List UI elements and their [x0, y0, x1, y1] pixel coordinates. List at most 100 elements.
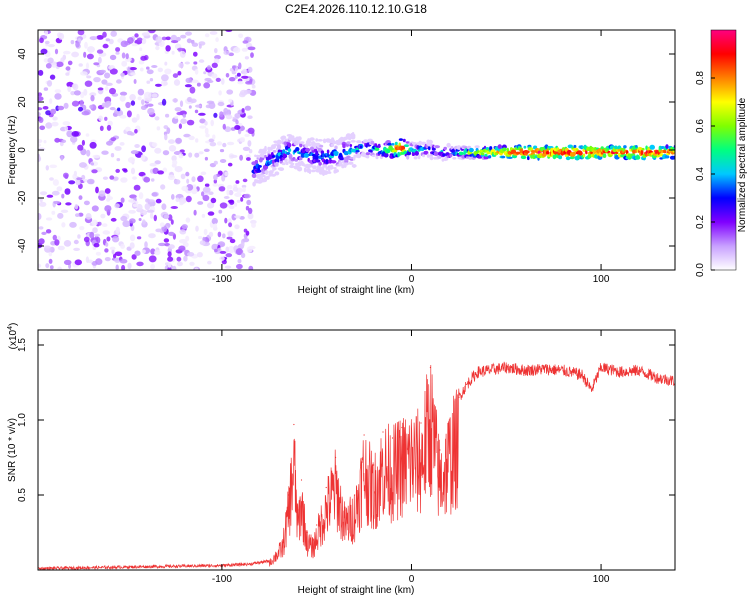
heatmap-cell: [217, 231, 222, 238]
snr-point: [306, 531, 308, 534]
heatmap-cell: [179, 50, 186, 58]
heatmap-cell: [89, 231, 95, 239]
snr-point: [581, 374, 583, 376]
heatmap-cell: [383, 152, 389, 158]
spectrogram-ticks: -100 0 100 -40 -20 0 20 40: [17, 30, 675, 285]
heatmap-cell: [50, 108, 57, 115]
heatmap-cell: [84, 41, 88, 49]
snr-point: [401, 426, 403, 429]
heatmap-cell: [185, 31, 192, 36]
heatmap-cell: [215, 77, 221, 82]
heatmap-cell: [140, 154, 146, 161]
heatmap-cell: [167, 262, 172, 268]
heatmap-cell: [39, 125, 46, 131]
heatmap-cell: [571, 151, 576, 157]
heatmap-cell: [346, 141, 351, 145]
heatmap-cell: [575, 148, 579, 151]
heatmap-cell: [234, 125, 241, 130]
snr-xlabel: Height of straight line (km): [298, 585, 415, 596]
heatmap-cell: [291, 162, 295, 166]
heatmap-cell: [173, 179, 181, 185]
snr-point: [600, 366, 602, 369]
heatmap-cell: [331, 160, 337, 164]
heatmap-cell: [138, 192, 144, 200]
heatmap-cell: [137, 37, 143, 42]
heatmap-cell: [121, 60, 128, 67]
heatmap-cell: [203, 228, 208, 236]
heatmap-cell: [213, 160, 218, 165]
snr-point: [325, 486, 327, 489]
heatmap-cell: [148, 255, 157, 263]
heatmap-cell: [278, 167, 285, 172]
heatmap-cell: [228, 205, 235, 210]
heatmap-cell: [74, 259, 83, 266]
heatmap-cell: [80, 71, 88, 76]
heatmap-cell: [136, 261, 144, 267]
heatmap-cell: [428, 146, 431, 151]
heatmap-cell: [38, 213, 42, 220]
heatmap-cell: [146, 209, 155, 213]
snr-point: [391, 437, 394, 439]
heatmap-cell: [343, 162, 349, 166]
heatmap-cell: [231, 70, 237, 75]
heatmap-cell: [237, 80, 244, 85]
heatmap-cell: [241, 108, 245, 113]
heatmap-cell: [207, 211, 215, 216]
heatmap-cell: [211, 62, 218, 68]
heatmap-cell: [196, 252, 203, 258]
heatmap-cell: [112, 236, 120, 243]
heatmap-cell: [214, 48, 218, 54]
heatmap-cell: [257, 167, 261, 171]
heatmap-cell: [251, 222, 256, 228]
heatmap-cell: [241, 75, 249, 79]
heatmap-cell: [404, 150, 407, 154]
heatmap-cell: [53, 200, 61, 205]
heatmap-cell: [210, 119, 214, 127]
heatmap-cell: [172, 265, 177, 270]
heatmap-cell: [287, 142, 292, 148]
heatmap-cell: [45, 263, 50, 269]
heatmap-cell: [476, 150, 480, 153]
heatmap-cell: [210, 197, 217, 204]
heatmap-cell: [166, 127, 171, 134]
heatmap-cell: [326, 153, 330, 157]
heatmap-cell: [155, 36, 163, 44]
heatmap-cell: [91, 205, 99, 212]
heatmap-cell: [227, 162, 233, 167]
heatmap-cell: [78, 106, 83, 112]
heatmap-cell: [250, 219, 257, 225]
heatmap-cell: [260, 174, 266, 178]
heatmap-cell: [51, 61, 57, 68]
heatmap-cell: [204, 156, 208, 161]
y-tick-label: 0: [17, 147, 28, 153]
heatmap-cell: [223, 107, 229, 114]
heatmap-cell: [138, 218, 142, 221]
heatmap-cell: [150, 248, 156, 255]
heatmap-cell: [130, 100, 136, 106]
heatmap-cell: [91, 169, 98, 174]
y-tick-label: 20: [17, 96, 28, 108]
heatmap-cell: [154, 160, 161, 165]
heatmap-cell: [239, 137, 245, 142]
heatmap-cell: [406, 154, 410, 160]
heatmap-cell: [174, 107, 182, 112]
heatmap-cell: [273, 140, 279, 144]
heatmap-cell: [209, 142, 217, 147]
heatmap-cell: [99, 125, 104, 131]
heatmap-cell: [170, 206, 178, 209]
heatmap-cell: [111, 249, 115, 255]
heatmap-cell: [190, 98, 197, 104]
heatmap-cell: [333, 167, 337, 170]
heatmap-cell: [229, 68, 234, 72]
heatmap-cell: [297, 166, 303, 172]
heatmap-cell: [45, 229, 52, 234]
heatmap-cell: [350, 140, 356, 143]
heatmap-cell: [79, 226, 85, 231]
heatmap-cell: [149, 212, 154, 219]
heatmap-cell: [365, 152, 371, 156]
heatmap-cell: [183, 255, 188, 262]
heatmap-cell: [165, 36, 171, 41]
heatmap-cell: [140, 67, 144, 72]
heatmap-cell: [138, 59, 145, 65]
heatmap-cell: [94, 233, 101, 237]
